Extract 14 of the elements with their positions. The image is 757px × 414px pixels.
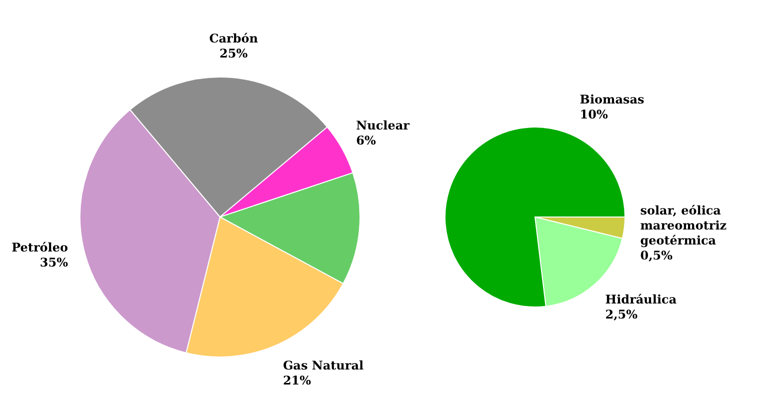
slice-label: solar, eólica mareomotriz geotérmica: [640, 203, 727, 248]
data-label: 0,5%: [640, 248, 674, 262]
data-label: 10%: [580, 107, 608, 122]
data-label: 35%: [40, 255, 69, 270]
slice-label: Gas Natural: [282, 358, 364, 372]
data-label: 25%: [220, 46, 248, 61]
data-label: 6%: [356, 134, 377, 148]
slice-label: Nuclear: [356, 118, 410, 133]
slice-label: Biomasas: [580, 92, 645, 106]
slice-label: Hidráulica: [605, 292, 677, 307]
slice-label: Petróleo: [12, 240, 68, 254]
data-label: 2,5%: [605, 308, 638, 322]
slice-label: Carbón: [209, 32, 258, 46]
data-label: 21%: [282, 373, 312, 388]
